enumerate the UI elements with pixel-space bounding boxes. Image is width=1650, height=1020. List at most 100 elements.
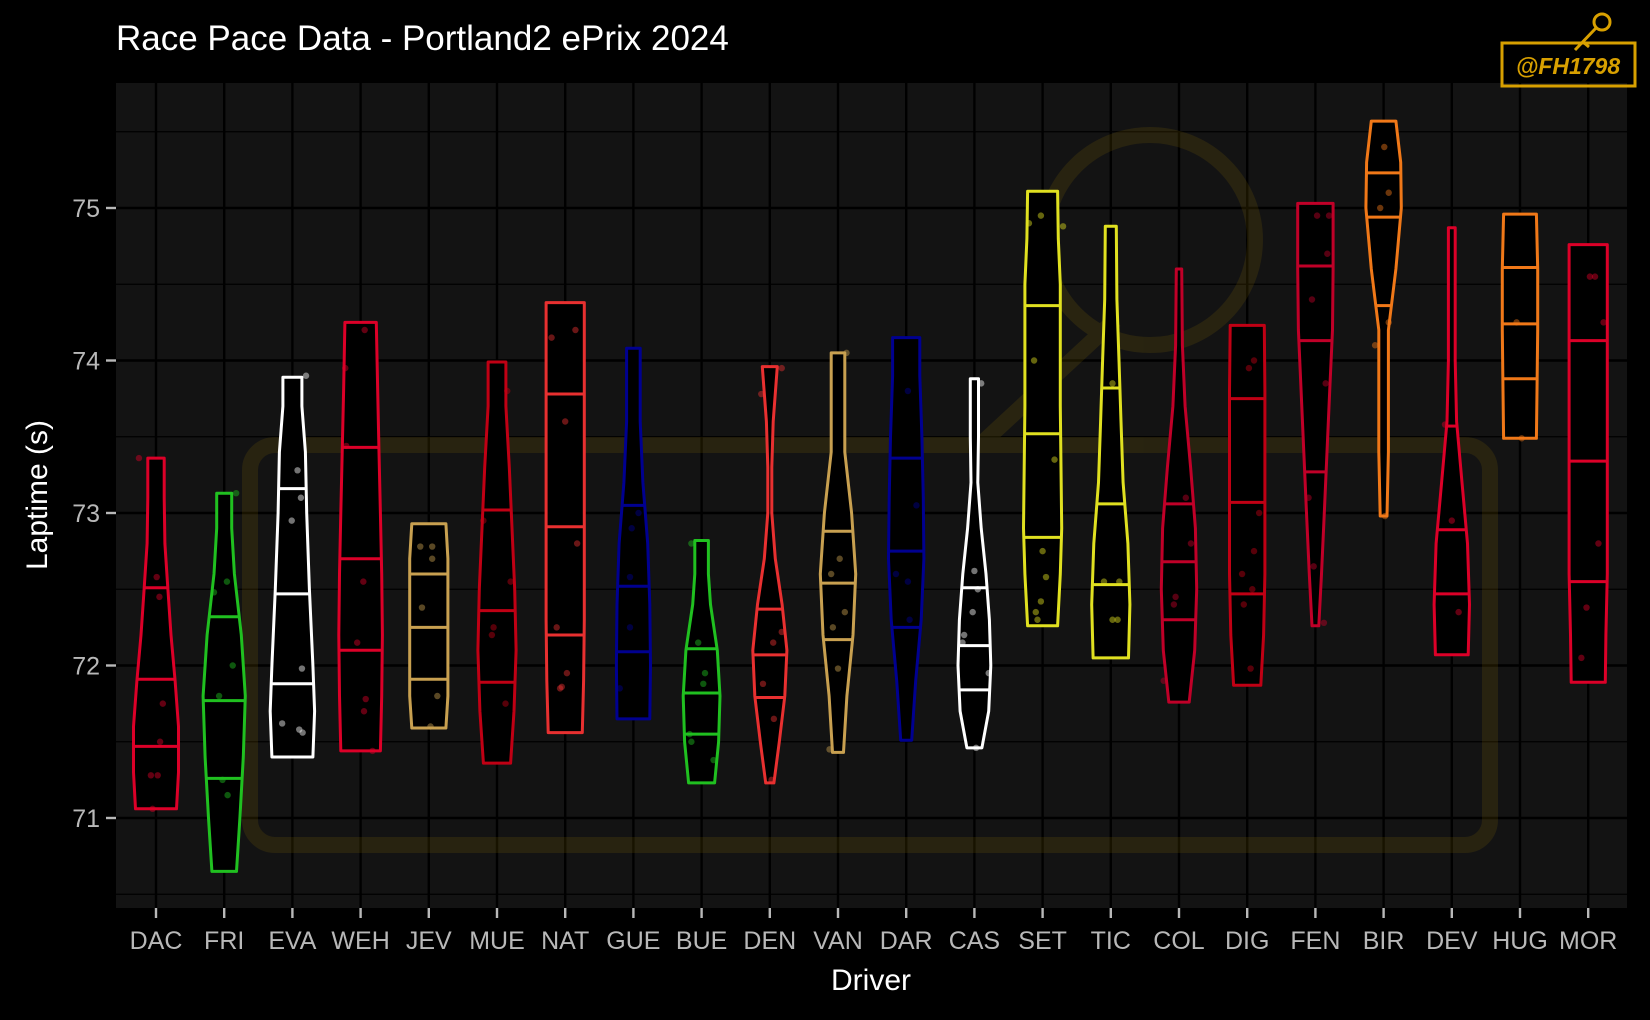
lap-point <box>362 695 369 703</box>
violin-fri <box>201 489 247 873</box>
x-axis-title: Driver <box>831 964 911 997</box>
lap-point <box>297 494 305 501</box>
logo-frame <box>1500 41 1637 88</box>
lap-point <box>1250 357 1258 364</box>
lap-point <box>1051 456 1058 463</box>
lap-point <box>1385 189 1392 196</box>
lap-point <box>969 608 976 616</box>
lap-point <box>1247 665 1254 672</box>
lap-point <box>353 639 361 646</box>
violin-den <box>751 364 789 785</box>
violin-set <box>1022 189 1067 628</box>
lap-point <box>156 593 163 601</box>
lap-point <box>1320 619 1328 626</box>
lap-point <box>296 726 303 733</box>
x-tick-label: VAN <box>813 927 863 955</box>
lap-point <box>778 364 785 372</box>
lap-point <box>563 669 571 677</box>
lap-point <box>1170 601 1178 608</box>
lap-point <box>573 540 581 547</box>
lap-point <box>1595 540 1602 547</box>
y-tick-label: 75 <box>72 195 100 223</box>
lap-point <box>434 692 441 700</box>
axes: 71 72 73 74 75 DAC FRI EVA WEH JEV MUE NAT GUE BUE DEN… <box>72 195 1617 955</box>
lap-point <box>700 680 707 687</box>
lap-point <box>1441 421 1449 428</box>
lap-point <box>294 467 301 474</box>
violin-body <box>268 375 317 759</box>
lap-point <box>1030 357 1038 364</box>
lap-point <box>759 680 767 687</box>
lap-point <box>229 662 236 669</box>
lap-point <box>827 570 835 578</box>
lap-point <box>834 665 842 672</box>
lap-point <box>768 776 775 784</box>
lap-point <box>224 791 231 799</box>
lap-point <box>298 665 306 672</box>
violin-body <box>614 346 652 721</box>
watermark-frame <box>242 437 1498 853</box>
violin-body <box>1432 226 1471 657</box>
lap-point <box>1308 296 1316 303</box>
lap-point <box>1042 573 1050 581</box>
lap-point <box>960 631 968 639</box>
violin-mue <box>476 360 518 765</box>
lap-point <box>688 738 695 745</box>
violin-body <box>544 301 586 735</box>
lap-point <box>302 372 310 379</box>
violin-body <box>956 377 993 750</box>
x-tick-label: COL <box>1153 927 1205 955</box>
lap-point <box>826 746 833 753</box>
violin-body <box>818 351 858 754</box>
violin-dev <box>1432 226 1471 657</box>
lap-point <box>1600 319 1607 326</box>
x-tick-label: HUG <box>1492 927 1548 955</box>
lap-point <box>278 720 286 727</box>
lap-point <box>1381 143 1388 151</box>
violin-body <box>1228 323 1267 687</box>
violin-cas <box>956 377 993 752</box>
lap-point <box>417 543 424 550</box>
violin-tic <box>1090 224 1132 660</box>
lap-point <box>1455 608 1462 616</box>
lap-point <box>210 589 218 596</box>
lap-point <box>1255 509 1263 517</box>
lap-point <box>1518 435 1525 442</box>
lap-point <box>1037 212 1045 219</box>
lap-point <box>502 700 509 707</box>
y-tick-label: 73 <box>72 500 100 528</box>
y-tick-label: 72 <box>72 653 100 681</box>
x-tick-label: GUE <box>606 927 660 955</box>
lap-point <box>1109 616 1116 623</box>
violin-hug <box>1500 212 1540 442</box>
x-tick-label: BUE <box>676 927 727 955</box>
violin-mor <box>1567 243 1609 684</box>
lap-point <box>626 624 634 631</box>
violin-col <box>1159 267 1199 704</box>
lap-point <box>626 573 634 581</box>
lap-point <box>904 578 912 585</box>
x-tick-label: WEH <box>331 927 389 955</box>
lap-point <box>1250 547 1258 555</box>
x-tick-label: FRI <box>204 927 244 955</box>
lap-point <box>553 624 560 631</box>
lap-point <box>490 624 497 631</box>
x-tick-label: DAR <box>880 927 933 955</box>
lap-point <box>149 805 156 813</box>
lap-point <box>507 578 514 585</box>
lap-point <box>1187 540 1195 547</box>
lap-point <box>1182 494 1190 501</box>
x-tick-label: DAC <box>130 927 183 955</box>
lap-point <box>778 628 785 636</box>
lap-point <box>1381 512 1389 520</box>
lap-point <box>556 685 564 692</box>
lap-point <box>1034 616 1041 623</box>
lap-point <box>360 578 367 585</box>
lap-point <box>1583 604 1590 611</box>
lap-point <box>758 390 765 398</box>
lap-point <box>159 700 167 707</box>
lap-point <box>1385 319 1392 326</box>
lap-point <box>342 364 349 372</box>
lap-point <box>972 744 980 752</box>
lap-point <box>429 555 436 562</box>
